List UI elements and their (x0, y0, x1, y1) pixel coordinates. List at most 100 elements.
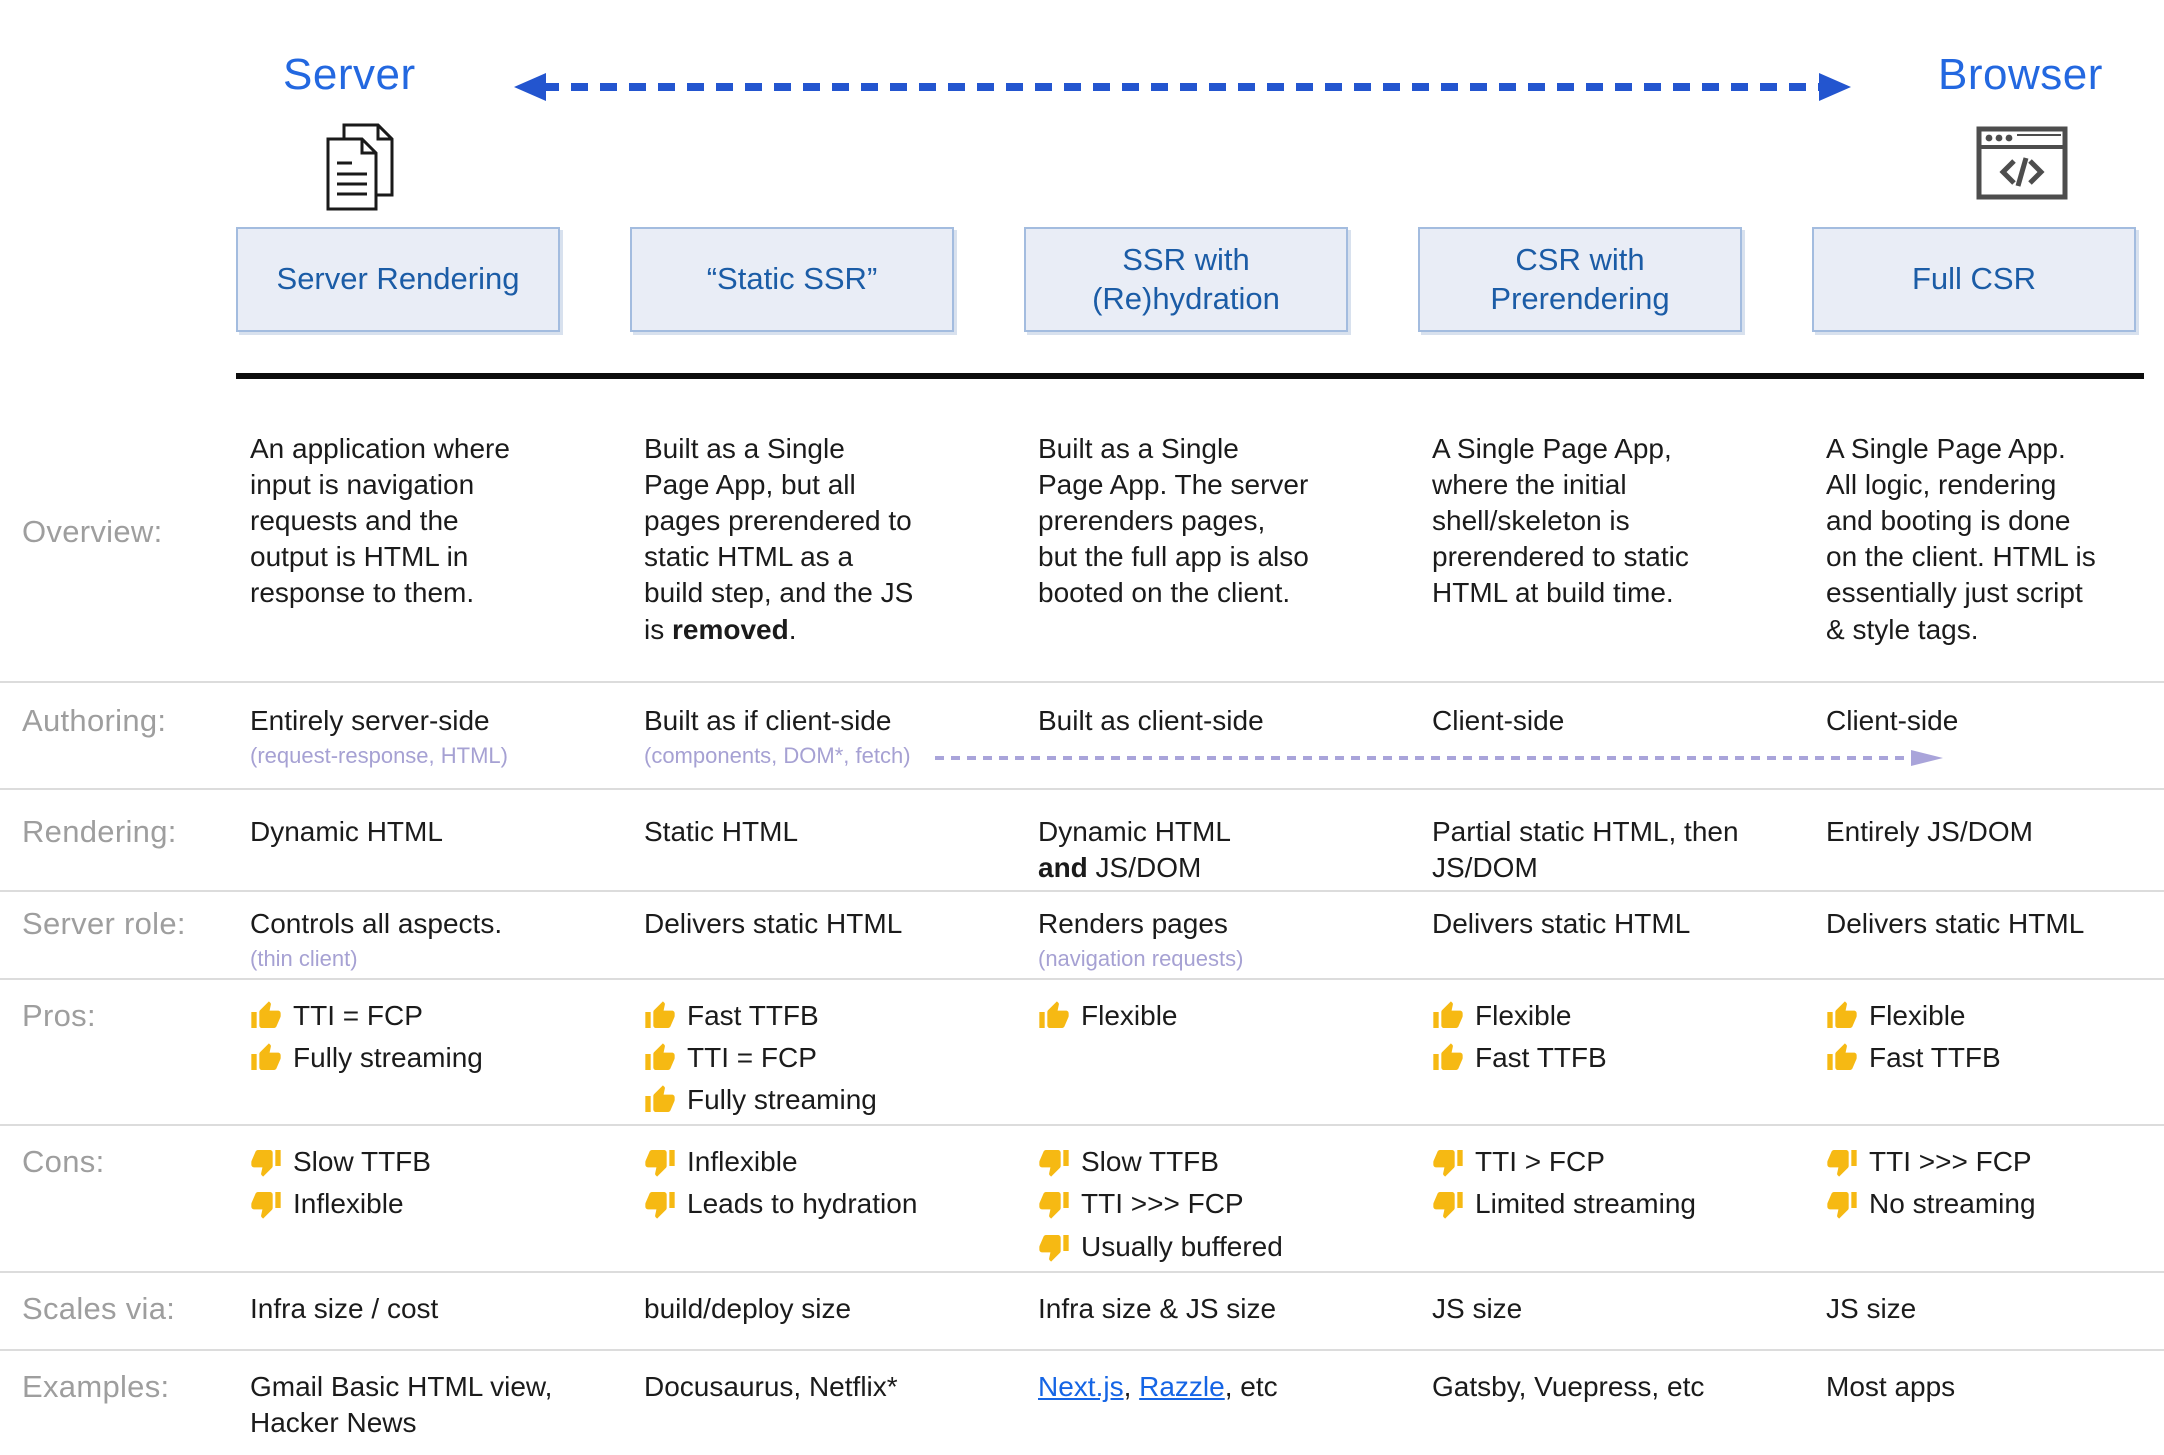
rendering-row: Rendering: Dynamic HTML Static HTML Dyna… (0, 790, 2164, 892)
server-role-cell: Delivers static HTML (1826, 908, 2085, 939)
server-role-cell: Delivers static HTML (1432, 908, 1691, 939)
thumbs-up-icon (250, 1000, 282, 1032)
scales-cell: JS size (1432, 1292, 1523, 1324)
scales-cell: Infra size / cost (250, 1292, 439, 1324)
cons-cell: Inflexible Leads to hydration (630, 1144, 1024, 1270)
overview-cell: Built as a Single Page App. The server p… (1038, 433, 1309, 609)
thumbs-down-icon (1038, 1231, 1070, 1263)
pro-item: Fast TTFB (1432, 1040, 1782, 1076)
thumbs-down-icon (1432, 1188, 1464, 1220)
server-role-note: (thin client) (250, 946, 358, 972)
thumbs-down-icon (1826, 1188, 1858, 1220)
overview-cell: A Single Page App, where the initial she… (1432, 433, 1689, 609)
rendering-cell: Dynamic HTML (250, 816, 443, 847)
con-item: Slow TTFB (1038, 1144, 1388, 1180)
rendering-cell: Static HTML (644, 816, 799, 847)
row-label-examples: Examples: (22, 1368, 170, 1404)
column-header-ssr-rehydration: SSR with (Re)hydration (1024, 227, 1348, 332)
examples-cell: Docusaurus, Netflix* (644, 1370, 898, 1402)
cons-cell: TTI >>> FCP No streaming (1812, 1144, 2164, 1270)
row-label-rendering: Rendering: (22, 814, 177, 849)
thumbs-up-icon (644, 1042, 676, 1074)
authoring-cell: Entirely server-side (request-response, … (236, 703, 630, 788)
con-item: Usually buffered (1038, 1229, 1388, 1265)
examples-row: Examples: Gmail Basic HTML view, Hacker … (0, 1351, 2164, 1455)
column-header-full-csr: Full CSR (1812, 227, 2136, 332)
thumbs-down-icon (250, 1188, 282, 1220)
scales-cell: build/deploy size (644, 1292, 852, 1324)
thumbs-up-icon (250, 1042, 282, 1074)
pros-row: Pros: TTI = FCP Fully streaming Fast TTF… (0, 980, 2164, 1127)
thumbs-down-icon (644, 1188, 676, 1220)
rendering-cell: Entirely JS/DOM (1826, 816, 2033, 847)
server-browser-arrow-icon (514, 73, 1851, 101)
scales-cell: Infra size & JS size (1038, 1292, 1277, 1324)
pros-cell: Fast TTFB TTI = FCP Fully streaming (630, 998, 1024, 1124)
pro-item: Fully streaming (250, 1040, 600, 1076)
column-header-static-ssr: “Static SSR” (630, 227, 954, 332)
cons-row: Cons: Slow TTFB Inflexible Inflexible Le… (0, 1126, 2164, 1273)
thumbs-up-icon (1432, 1042, 1464, 1074)
nextjs-link[interactable]: Next.js (1038, 1370, 1124, 1402)
column-headers: Server Rendering “Static SSR” SSR with (… (0, 227, 2164, 332)
con-item: Leads to hydration (644, 1186, 994, 1222)
thumbs-up-icon (1826, 1042, 1858, 1074)
pros-cell: Flexible Fast TTFB (1812, 998, 2164, 1124)
examples-cell: Next.js, Razzle, etc (1038, 1370, 1278, 1402)
overview-cell: Built as a Single Page App, but all page… (644, 433, 914, 645)
cons-cell: Slow TTFB TTI >>> FCP Usually buffered (1024, 1144, 1418, 1270)
server-label: Server (283, 50, 416, 99)
table-top-divider (236, 373, 2144, 379)
overview-cell: An application where input is navigation… (250, 433, 510, 609)
thumbs-up-icon (1432, 1000, 1464, 1032)
pro-item: Flexible (1432, 998, 1782, 1034)
server-role-cell: Renders pages (navigation requests) (1024, 906, 1418, 978)
pro-item: TTI = FCP (250, 998, 600, 1034)
scales-via-row: Scales via: Infra size / cost build/depl… (0, 1273, 2164, 1351)
examples-cell: Gmail Basic HTML view, Hacker News (250, 1370, 553, 1438)
row-label-server-role: Server role: (22, 906, 186, 941)
authoring-cell: Built as if client-side (components, DOM… (630, 703, 1024, 788)
server-role-note: (navigation requests) (1038, 946, 1244, 972)
row-label-pros: Pros: (22, 998, 96, 1033)
pros-cell: Flexible (1024, 998, 1418, 1124)
cons-cell: TTI > FCP Limited streaming (1418, 1144, 1812, 1270)
rendering-cell: Partial static HTML, then JS/DOM (1432, 816, 1739, 884)
pros-cell: TTI = FCP Fully streaming (236, 998, 630, 1124)
pro-item: Flexible (1038, 998, 1388, 1034)
row-label-scales-via: Scales via: (22, 1290, 176, 1326)
thumbs-down-icon (644, 1146, 676, 1178)
row-label-cons: Cons: (22, 1144, 105, 1180)
thumbs-up-icon (1038, 1000, 1070, 1032)
thumbs-down-icon (1038, 1188, 1070, 1220)
con-item: TTI >>> FCP (1038, 1186, 1388, 1222)
con-item: No streaming (1826, 1186, 2134, 1222)
thumbs-down-icon (1038, 1146, 1070, 1178)
pro-item: Flexible (1826, 998, 2134, 1034)
server-documents-icon (326, 123, 394, 211)
authoring-row: Authoring: Entirely server-side (request… (0, 683, 2164, 790)
con-item: Limited streaming (1432, 1186, 1782, 1222)
con-item: Inflexible (250, 1186, 600, 1222)
rendering-cell: Dynamic HTML and JS/DOM (1038, 816, 1231, 884)
thumbs-down-icon (1826, 1146, 1858, 1178)
pros-cell: Flexible Fast TTFB (1418, 998, 1812, 1124)
razzle-link[interactable]: Razzle (1139, 1370, 1225, 1402)
overview-row: Overview: An application where input is … (0, 379, 2164, 683)
server-role-cell: Delivers static HTML (644, 908, 903, 939)
authoring-cell: Built as client-side (1038, 705, 1264, 736)
thumbs-up-icon (644, 1084, 676, 1116)
thumbs-up-icon (1826, 1000, 1858, 1032)
overview-cell: A Single Page App. All logic, rendering … (1826, 433, 2096, 645)
pro-item: TTI = FCP (644, 1040, 994, 1076)
authoring-note: (components, DOM*, fetch) (644, 743, 911, 769)
server-role-cell: Controls all aspects. (thin client) (236, 906, 630, 978)
con-item: Inflexible (644, 1144, 994, 1180)
pro-item: Fast TTFB (644, 998, 994, 1034)
browser-window-icon (1976, 126, 2068, 200)
examples-cell: Gatsby, Vuepress, etc (1432, 1370, 1705, 1402)
thumbs-up-icon (644, 1000, 676, 1032)
pro-item: Fast TTFB (1826, 1040, 2134, 1076)
authoring-cell: Client-side (1432, 705, 1565, 736)
